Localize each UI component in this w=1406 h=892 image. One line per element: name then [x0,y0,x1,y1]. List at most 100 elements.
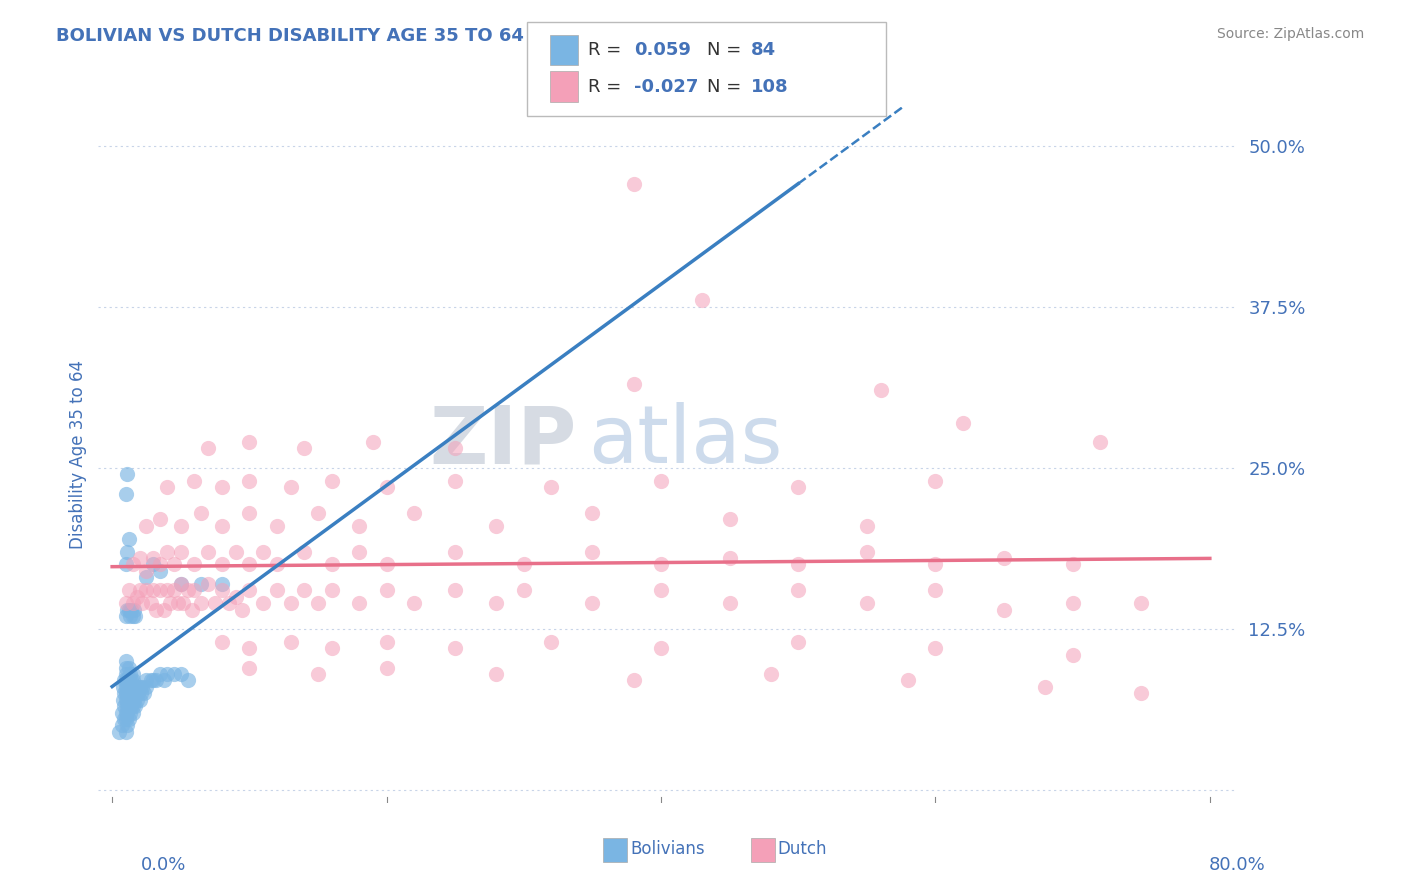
Point [266,558,288,572]
Point [211,518,233,533]
Point [787,583,810,598]
Point [444,442,467,456]
Point [121,680,143,694]
Point [115,706,138,720]
Point [252,544,274,558]
Point [513,558,536,572]
Point [142,673,165,688]
Point [623,673,645,688]
Point [292,442,315,456]
Point [718,551,741,566]
Point [115,667,138,681]
Point [115,467,138,482]
Point [122,680,145,694]
Point [156,583,179,598]
Point [149,583,172,598]
Point [183,474,205,488]
Point [197,576,219,591]
Point [163,558,186,572]
Point [115,686,138,700]
Point [650,641,672,656]
Point [238,583,260,598]
Point [114,699,136,714]
Text: Bolivians: Bolivians [630,840,704,858]
Point [115,544,138,558]
Point [117,673,139,688]
Point [176,673,198,688]
Point [112,680,135,694]
Point [118,609,141,624]
Point [993,602,1015,616]
Point [124,686,146,700]
Point [117,699,139,714]
Point [650,474,672,488]
Point [280,634,302,648]
Point [115,718,138,732]
Point [787,558,810,572]
Text: 0.0%: 0.0% [141,856,186,874]
Point [120,686,142,700]
Point [145,673,167,688]
Point [117,602,139,616]
Point [347,596,370,610]
Point [120,673,142,688]
Point [149,564,172,578]
Point [307,506,329,520]
Point [120,602,142,616]
Point [115,660,138,674]
Point [132,686,155,700]
Point [135,583,157,598]
Point [292,583,315,598]
Point [142,551,165,566]
Text: 80.0%: 80.0% [1209,856,1265,874]
Point [170,576,193,591]
Point [115,673,138,688]
Point [118,680,141,694]
Point [252,596,274,610]
Text: 84: 84 [751,41,776,59]
Text: BOLIVIAN VS DUTCH DISABILITY AGE 35 TO 64 CORRELATION CHART: BOLIVIAN VS DUTCH DISABILITY AGE 35 TO 6… [56,27,745,45]
Point [115,602,138,616]
Point [183,583,205,598]
Point [115,486,138,500]
Point [321,583,343,598]
Point [292,544,315,558]
Point [131,680,153,694]
Point [117,686,139,700]
Point [280,596,302,610]
Point [128,583,150,598]
Point [115,673,138,688]
Point [142,558,165,572]
Point [218,596,240,610]
Point [128,551,150,566]
Point [444,641,467,656]
Point [118,692,141,706]
Point [117,532,139,546]
Point [444,474,467,488]
Point [211,634,233,648]
Point [121,706,143,720]
Point [115,692,138,706]
Point [121,596,143,610]
Point [581,506,603,520]
Point [1062,558,1084,572]
Point [238,558,260,572]
Point [307,596,329,610]
Point [118,667,141,681]
Point [231,602,253,616]
Text: 0.059: 0.059 [634,41,690,59]
Point [127,686,149,700]
Point [1062,648,1084,662]
Point [114,712,136,726]
Point [153,673,176,688]
Point [581,544,603,558]
Point [142,583,165,598]
Y-axis label: Disability Age 35 to 64: Disability Age 35 to 64 [69,360,87,549]
Point [121,692,143,706]
Point [897,673,920,688]
Text: R =: R = [588,78,621,95]
Point [266,518,288,533]
Point [321,558,343,572]
Point [115,706,138,720]
Point [238,474,260,488]
